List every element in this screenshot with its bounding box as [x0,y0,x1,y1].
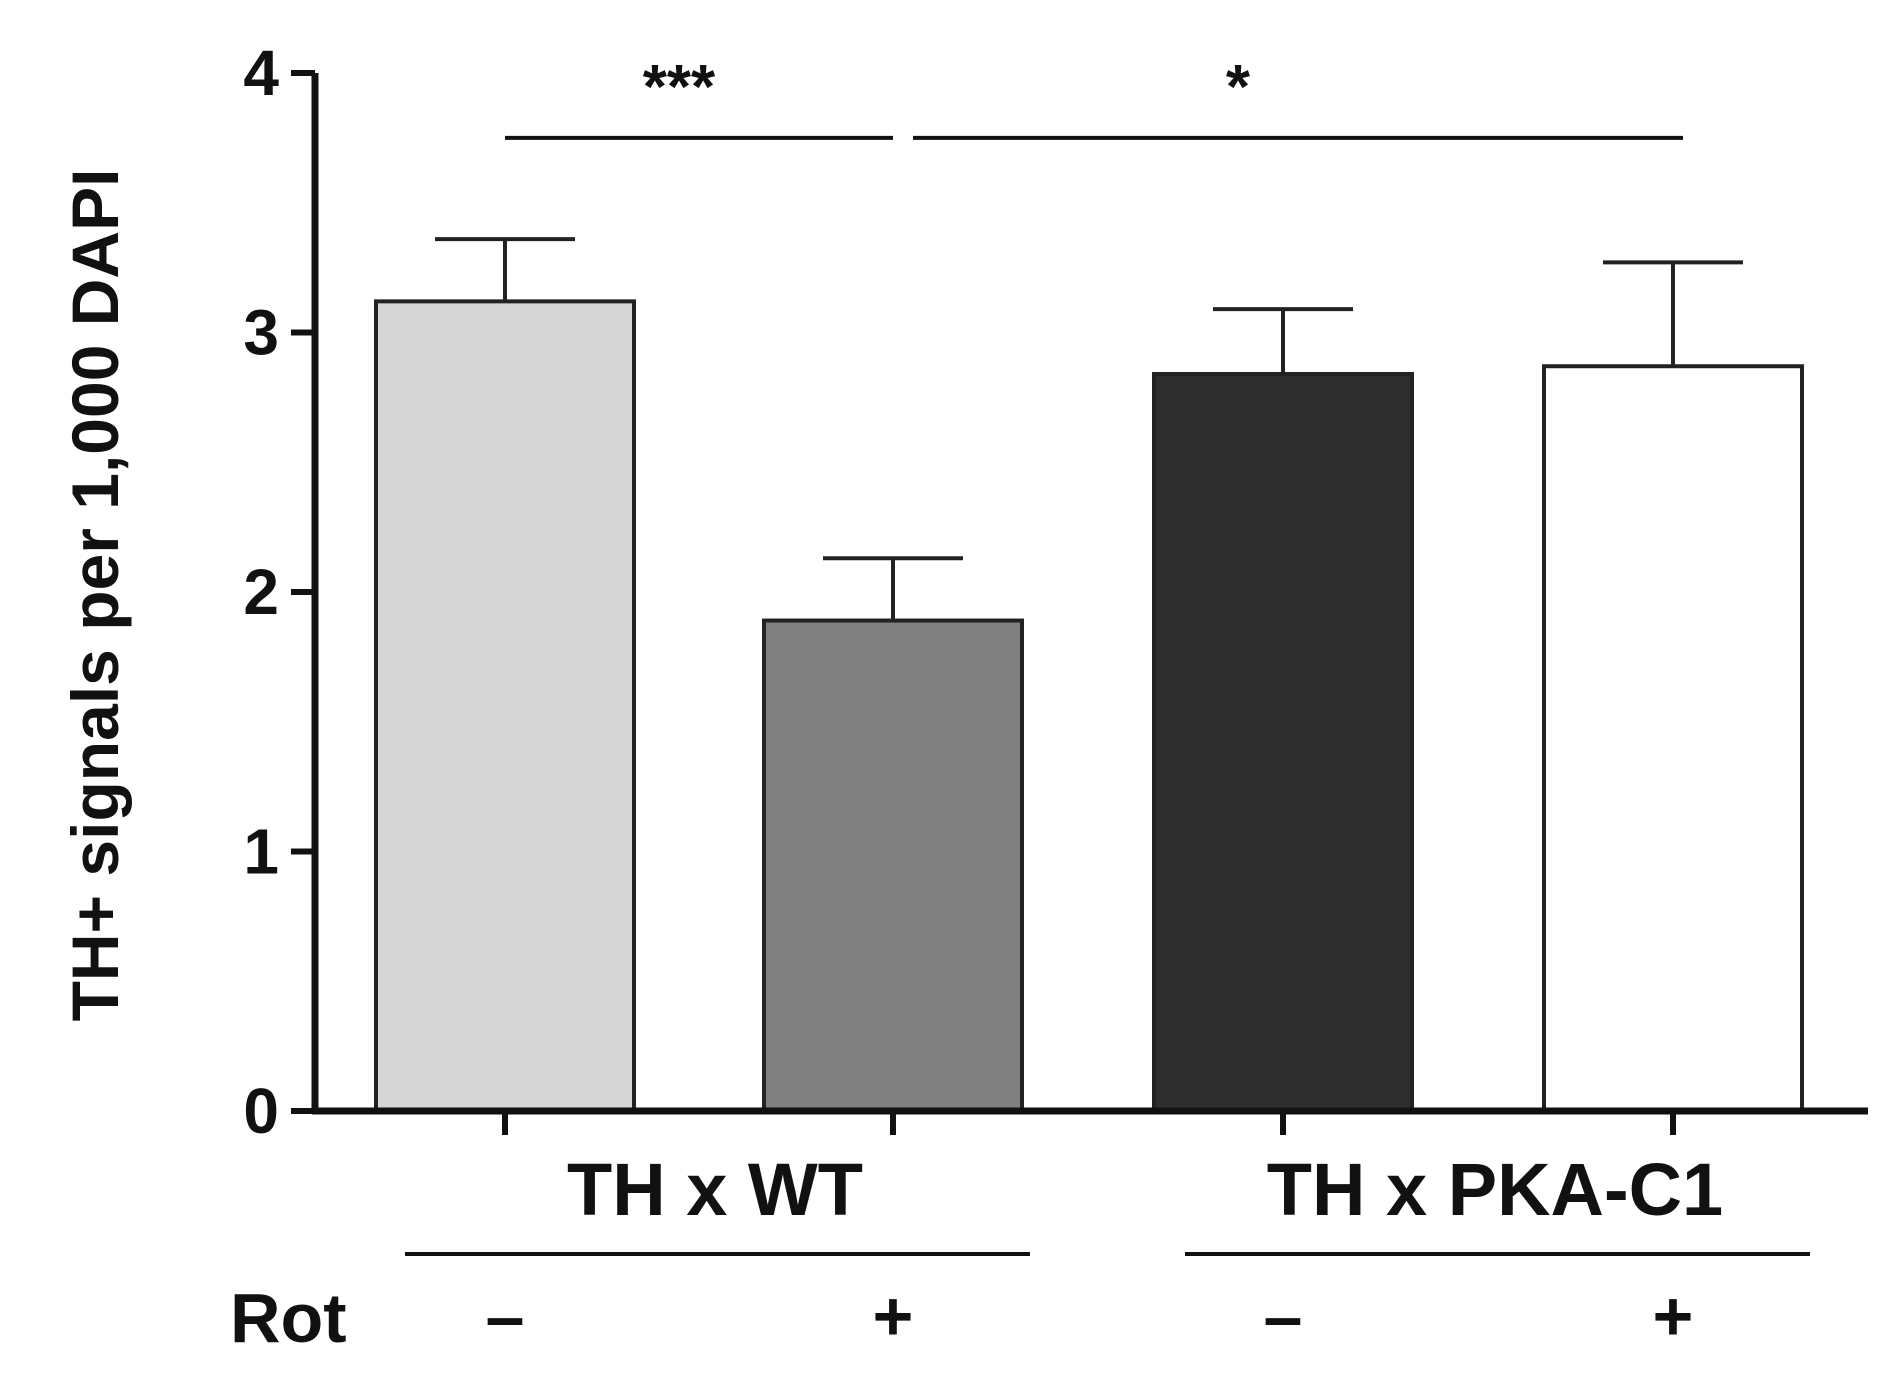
rot-sign-1: + [873,1277,914,1355]
bar-2 [1152,372,1414,1113]
significance-label-1: * [1226,53,1251,122]
bar-3 [1542,364,1804,1113]
y-axis: 0 1 2 3 4 [243,37,315,1147]
y-axis-label: TH+ signals per 1,000 DAPI [58,169,132,1022]
significance-label-0: *** [643,53,716,122]
y-tick-label-3: 3 [243,297,279,369]
treatment-label-rot: Rot [230,1279,347,1357]
bars [374,237,1804,1113]
group-label-th-x-wt: TH x WT [567,1148,863,1231]
treatment-signs: – + – + [486,1277,1694,1355]
rot-sign-3: + [1653,1277,1694,1355]
rot-sign-2: – [1264,1277,1303,1355]
significance-annotations: *** * [505,53,1683,140]
bar-1 [762,618,1024,1113]
y-tick-label-2: 2 [243,556,279,628]
bar-0 [374,299,636,1113]
y-tick-label-1: 1 [243,816,279,888]
y-tick-label-0: 0 [243,1075,279,1147]
group-label-th-x-pka-c1: TH x PKA-C1 [1267,1148,1723,1231]
x-axis-ticks [502,1111,1676,1135]
y-tick-label-4: 4 [243,37,279,109]
rot-sign-0: – [486,1277,525,1355]
